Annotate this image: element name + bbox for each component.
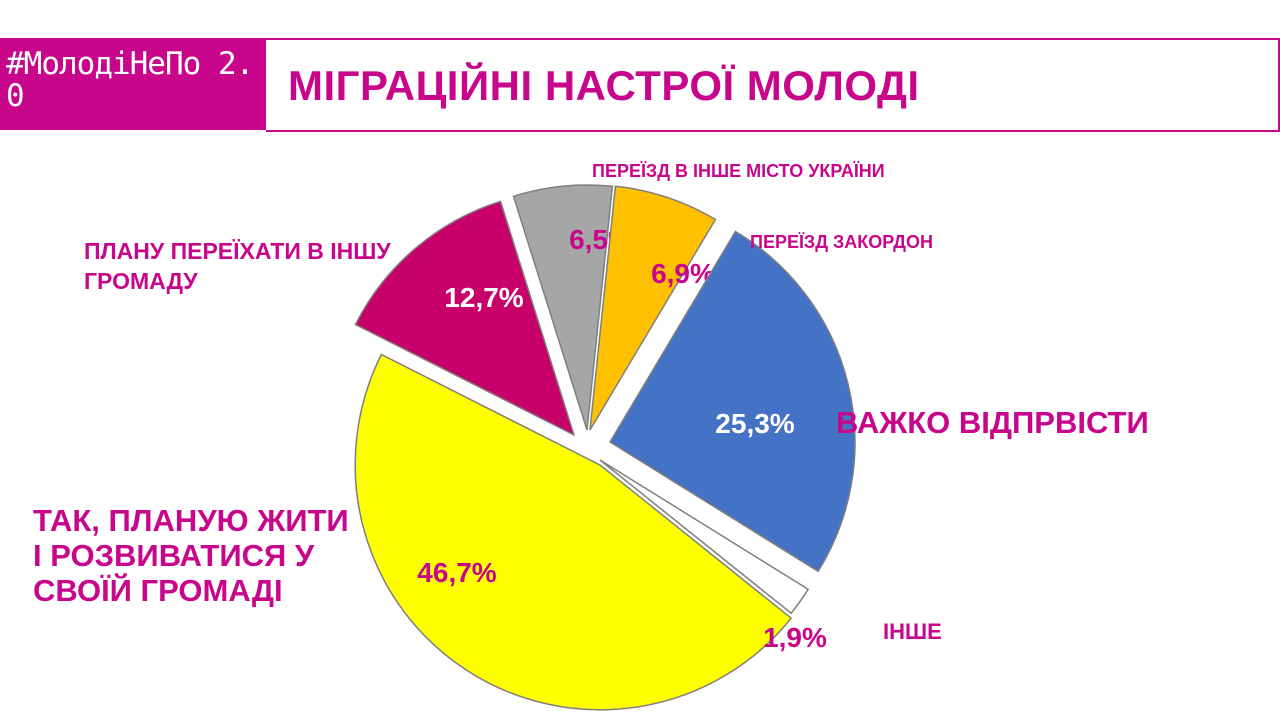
label-hard-to-say: ВАЖКО ВІДПРВІСТИ	[836, 405, 1149, 440]
slice-abroad: 6,9%	[589, 185, 717, 431]
slice-stay-wedge	[354, 353, 793, 711]
label-other-city: ПЕРЕЇЗД В ІНШЕ МІСТО УКРАЇНИ	[592, 161, 885, 181]
slice-hard-to-say-value: 25,3%	[715, 408, 794, 439]
slice-hard-to-say: 25,3%	[608, 230, 856, 573]
slice-move-community: 12,7%	[354, 200, 576, 437]
slice-stay: 46,7%	[354, 353, 793, 711]
title-box: МІГРАЦІЙНІ НАСТРОЇ МОЛОДІ	[266, 38, 1280, 132]
slice-abroad-wedge	[589, 185, 717, 431]
slice-other-wedge	[599, 459, 810, 615]
logo-block: #МолодіНеПо 2.0	[0, 38, 266, 130]
label-other: ІНШЕ	[883, 619, 942, 644]
slice-stay-value: 46,7%	[417, 557, 496, 588]
slice-other: 1,9%	[599, 459, 827, 653]
slice-move-community-wedge	[354, 200, 576, 437]
slice-other-city-wedge	[512, 184, 614, 431]
label-move-community: ПЛАНУ ПЕРЕЇХАТИ В ІНШУ ГРОМАДУ	[84, 238, 391, 294]
label-abroad: ПЕРЕЇЗД ЗАКОРДОН	[750, 232, 933, 252]
slice-other-value: 1,9%	[763, 622, 827, 653]
label-stay: ТАК, ПЛАНУЮ ЖИТИ І РОЗВИВАТИСЯ У СВОЇЙ Г…	[33, 503, 349, 608]
logo-text: #МолодіНеПо 2.0	[6, 46, 254, 114]
slice-move-community-value: 12,7%	[444, 282, 523, 313]
page-title: МІГРАЦІЙНІ НАСТРОЇ МОЛОДІ	[288, 62, 920, 109]
slice-hard-to-say-wedge	[608, 230, 856, 573]
